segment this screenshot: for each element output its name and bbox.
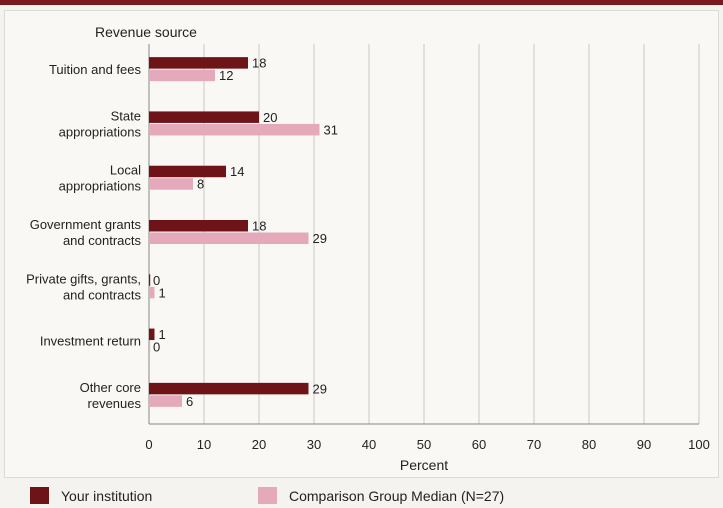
legend-swatch-your-institution [30, 487, 49, 504]
data-label-comparison-group-median-n-27-private-gifts-grants-and-contracts: 1 [159, 285, 166, 300]
data-label-your-institution-state-appropriations: 20 [263, 110, 277, 125]
bar-your-institution-tuition-and-fees [149, 57, 248, 69]
category-label-state-appropriations-line-2: appropriations [59, 124, 142, 139]
category-label-private-gifts-grants-and-contracts-line-1: Private gifts, grants, [26, 271, 141, 286]
data-label-comparison-group-median-n-27-government-grants-and-contracts: 29 [313, 231, 327, 246]
bar-your-institution-investment-return [149, 328, 155, 341]
bar-comparison-group-median-n-27-investment-return [149, 341, 151, 353]
category-label-other-core-revenues-line-1: Other core [80, 380, 141, 395]
bar-comparison-group-median-n-27-tuition-and-fees [149, 69, 215, 82]
bar-your-institution-private-gifts-grants-and-contracts [149, 274, 151, 286]
data-label-your-institution-other-core-revenues: 29 [313, 381, 327, 396]
bar-your-institution-other-core-revenues [149, 382, 309, 395]
category-label-private-gifts-grants-and-contracts-line-2: and contracts [63, 287, 142, 302]
x-axis-label: Percent [400, 457, 448, 473]
category-label-local-appropriations-line-2: appropriations [59, 179, 142, 194]
data-label-comparison-group-median-n-27-state-appropriations: 31 [324, 122, 338, 137]
chart-panel [4, 10, 719, 478]
data-label-your-institution-local-appropriations: 14 [230, 164, 244, 179]
bar-comparison-group-median-n-27-private-gifts-grants-and-contracts [149, 286, 155, 299]
header-bar [0, 0, 723, 5]
data-label-your-institution-government-grants-and-contracts: 18 [252, 219, 266, 234]
data-label-your-institution-tuition-and-fees: 18 [252, 56, 266, 71]
data-label-your-institution-private-gifts-grants-and-contracts: 0 [153, 273, 160, 288]
data-label-your-institution-investment-return: 1 [159, 327, 166, 342]
data-label-comparison-group-median-n-27-local-appropriations: 8 [197, 177, 204, 192]
category-label-local-appropriations-line-1: Local [110, 163, 141, 178]
bar-comparison-group-median-n-27-government-grants-and-contracts [149, 232, 309, 244]
x-tick-label-20: 20 [252, 437, 266, 452]
bar-your-institution-local-appropriations [149, 165, 226, 178]
legend-item-your-institution: Your institution [30, 487, 152, 504]
chart-title: Revenue source [95, 24, 197, 40]
x-tick-label-60: 60 [472, 437, 486, 452]
category-label-tuition-and-fees: Tuition and fees [49, 62, 142, 77]
x-tick-label-80: 80 [582, 437, 596, 452]
category-label-investment-return: Investment return [40, 334, 141, 349]
bar-comparison-group-median-n-27-other-core-revenues [149, 395, 182, 407]
data-label-comparison-group-median-n-27-investment-return: 0 [153, 340, 160, 355]
bar-comparison-group-median-n-27-local-appropriations [149, 178, 193, 190]
x-tick-label-70: 70 [527, 437, 541, 452]
x-tick-label-50: 50 [417, 437, 431, 452]
legend-label-your-institution: Your institution [61, 487, 153, 504]
bar-your-institution-state-appropriations [149, 111, 259, 123]
category-label-government-grants-and-contracts-line-1: Government grants [30, 217, 142, 232]
data-label-comparison-group-median-n-27-tuition-and-fees: 12 [219, 68, 233, 83]
legend-item-comparison-group: Comparison Group Median (N=27) [258, 487, 504, 504]
x-tick-label-10: 10 [197, 437, 211, 452]
legend-label-comparison-group: Comparison Group Median (N=27) [289, 487, 505, 504]
category-label-government-grants-and-contracts-line-2: and contracts [63, 233, 142, 248]
x-tick-label-40: 40 [362, 437, 376, 452]
x-tick-label-100: 100 [688, 437, 710, 452]
category-label-other-core-revenues-line-2: revenues [88, 396, 142, 411]
legend-swatch-comparison-group [258, 487, 277, 504]
legend: Your institution Comparison Group Median… [0, 484, 723, 508]
x-tick-label-30: 30 [307, 437, 321, 452]
bar-your-institution-government-grants-and-contracts [149, 220, 248, 232]
category-label-state-appropriations-line-1: State [111, 108, 141, 123]
x-tick-label-0: 0 [145, 437, 152, 452]
data-label-comparison-group-median-n-27-other-core-revenues: 6 [186, 394, 193, 409]
bar-comparison-group-median-n-27-state-appropriations [149, 123, 320, 136]
x-tick-label-90: 90 [637, 437, 651, 452]
